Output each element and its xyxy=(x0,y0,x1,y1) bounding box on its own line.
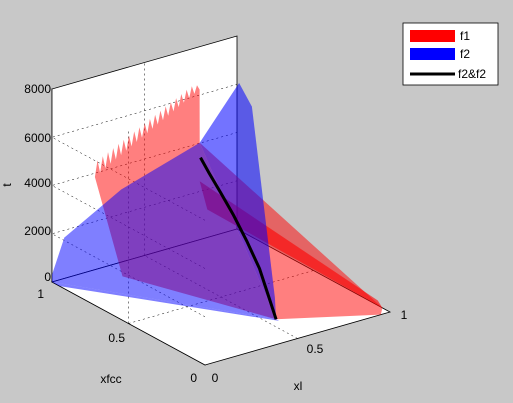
z-axis-label: t xyxy=(0,183,14,187)
x-tick-label: 0.5 xyxy=(307,342,324,356)
legend-swatch-f1 xyxy=(410,30,455,42)
x-tick-label: 1 xyxy=(401,308,408,322)
z-tick-label: 0 xyxy=(44,270,51,284)
z-tick-labels: 0 2000 4000 6000 8000 xyxy=(24,82,51,284)
intersection-curve xyxy=(199,156,278,320)
x-axis-label: xl xyxy=(294,379,303,393)
z-tick-label: 2000 xyxy=(24,224,51,238)
z-tick-label: 6000 xyxy=(24,131,51,145)
legend-label-f2: f2 xyxy=(460,47,470,61)
y-tick-label: 0 xyxy=(190,371,197,385)
legend-label-curve: f2&f2 xyxy=(458,67,486,81)
y-tick-label: 1 xyxy=(37,287,44,301)
f2-surface-patch xyxy=(52,142,277,320)
y-axis-label: xfcc xyxy=(100,372,121,386)
legend: f1 f2 f2&f2 xyxy=(402,22,499,86)
f2-surface-patch xyxy=(52,282,280,321)
x-tick-labels: 0 0.5 1 xyxy=(212,308,408,385)
z-tick-label: 4000 xyxy=(24,176,51,190)
y-tick-labels: 1 0.5 0 xyxy=(37,287,197,385)
x-tick-label: 0 xyxy=(212,371,219,385)
y-tick-label: 0.5 xyxy=(108,331,125,345)
legend-label-f1: f1 xyxy=(460,29,470,43)
z-tick-label: 8000 xyxy=(24,82,51,96)
legend-swatch-f2 xyxy=(410,48,455,60)
